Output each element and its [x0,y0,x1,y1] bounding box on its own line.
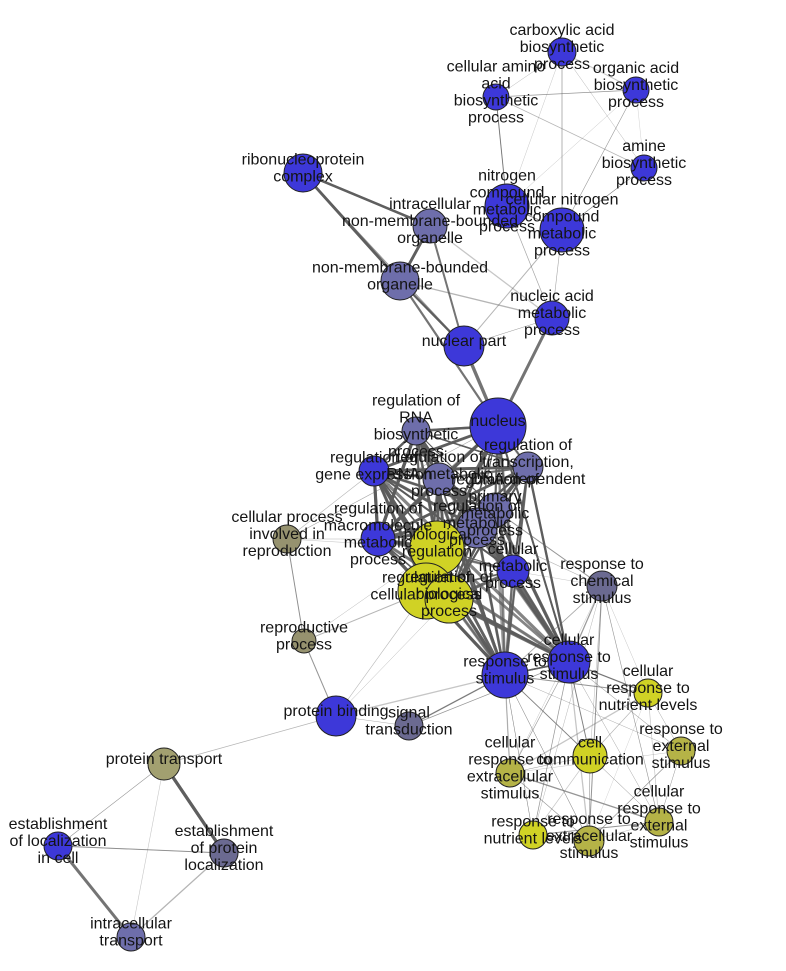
svg-text:protein transport: protein transport [106,751,223,768]
svg-text:protein binding: protein binding [284,703,389,720]
svg-text:nucleus: nucleus [470,413,525,430]
svg-text:nuclear part: nuclear part [422,333,507,350]
